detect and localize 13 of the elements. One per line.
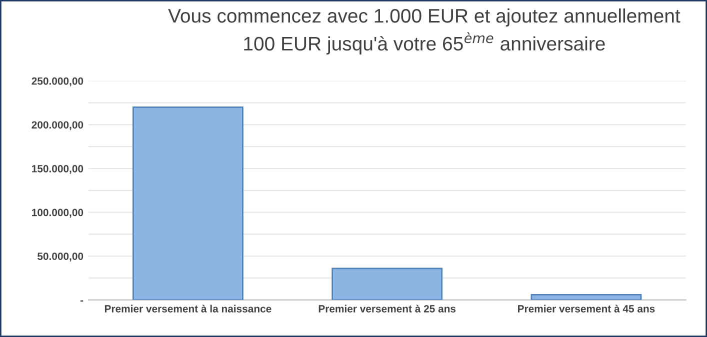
y-tick-label: 50.000,00 bbox=[38, 252, 84, 262]
chart-title: Vous commencez avec 1.000 EUR et ajoutez annuellement 100 EUR jusqu'à votre 65$^{ème}$ anniversaire bbox=[168, 8, 680, 54]
x-tick-label: Premier versement à la naissance bbox=[104, 304, 272, 312]
y-tick-label: 100.000,00 bbox=[32, 208, 84, 218]
bar bbox=[132, 106, 244, 300]
bar bbox=[530, 294, 642, 300]
bar bbox=[332, 268, 443, 300]
x-tick-label: Premier versement à 45 ans bbox=[518, 304, 655, 312]
y-tick-label: 200.000,00 bbox=[32, 121, 84, 130]
x-tick-label: Premier versement à 25 ans bbox=[318, 304, 456, 312]
y-tick-label: 250.000,00 bbox=[32, 77, 84, 86]
y-tick-label: 150.000,00 bbox=[32, 165, 84, 174]
y-tick-label: - bbox=[80, 300, 84, 302]
